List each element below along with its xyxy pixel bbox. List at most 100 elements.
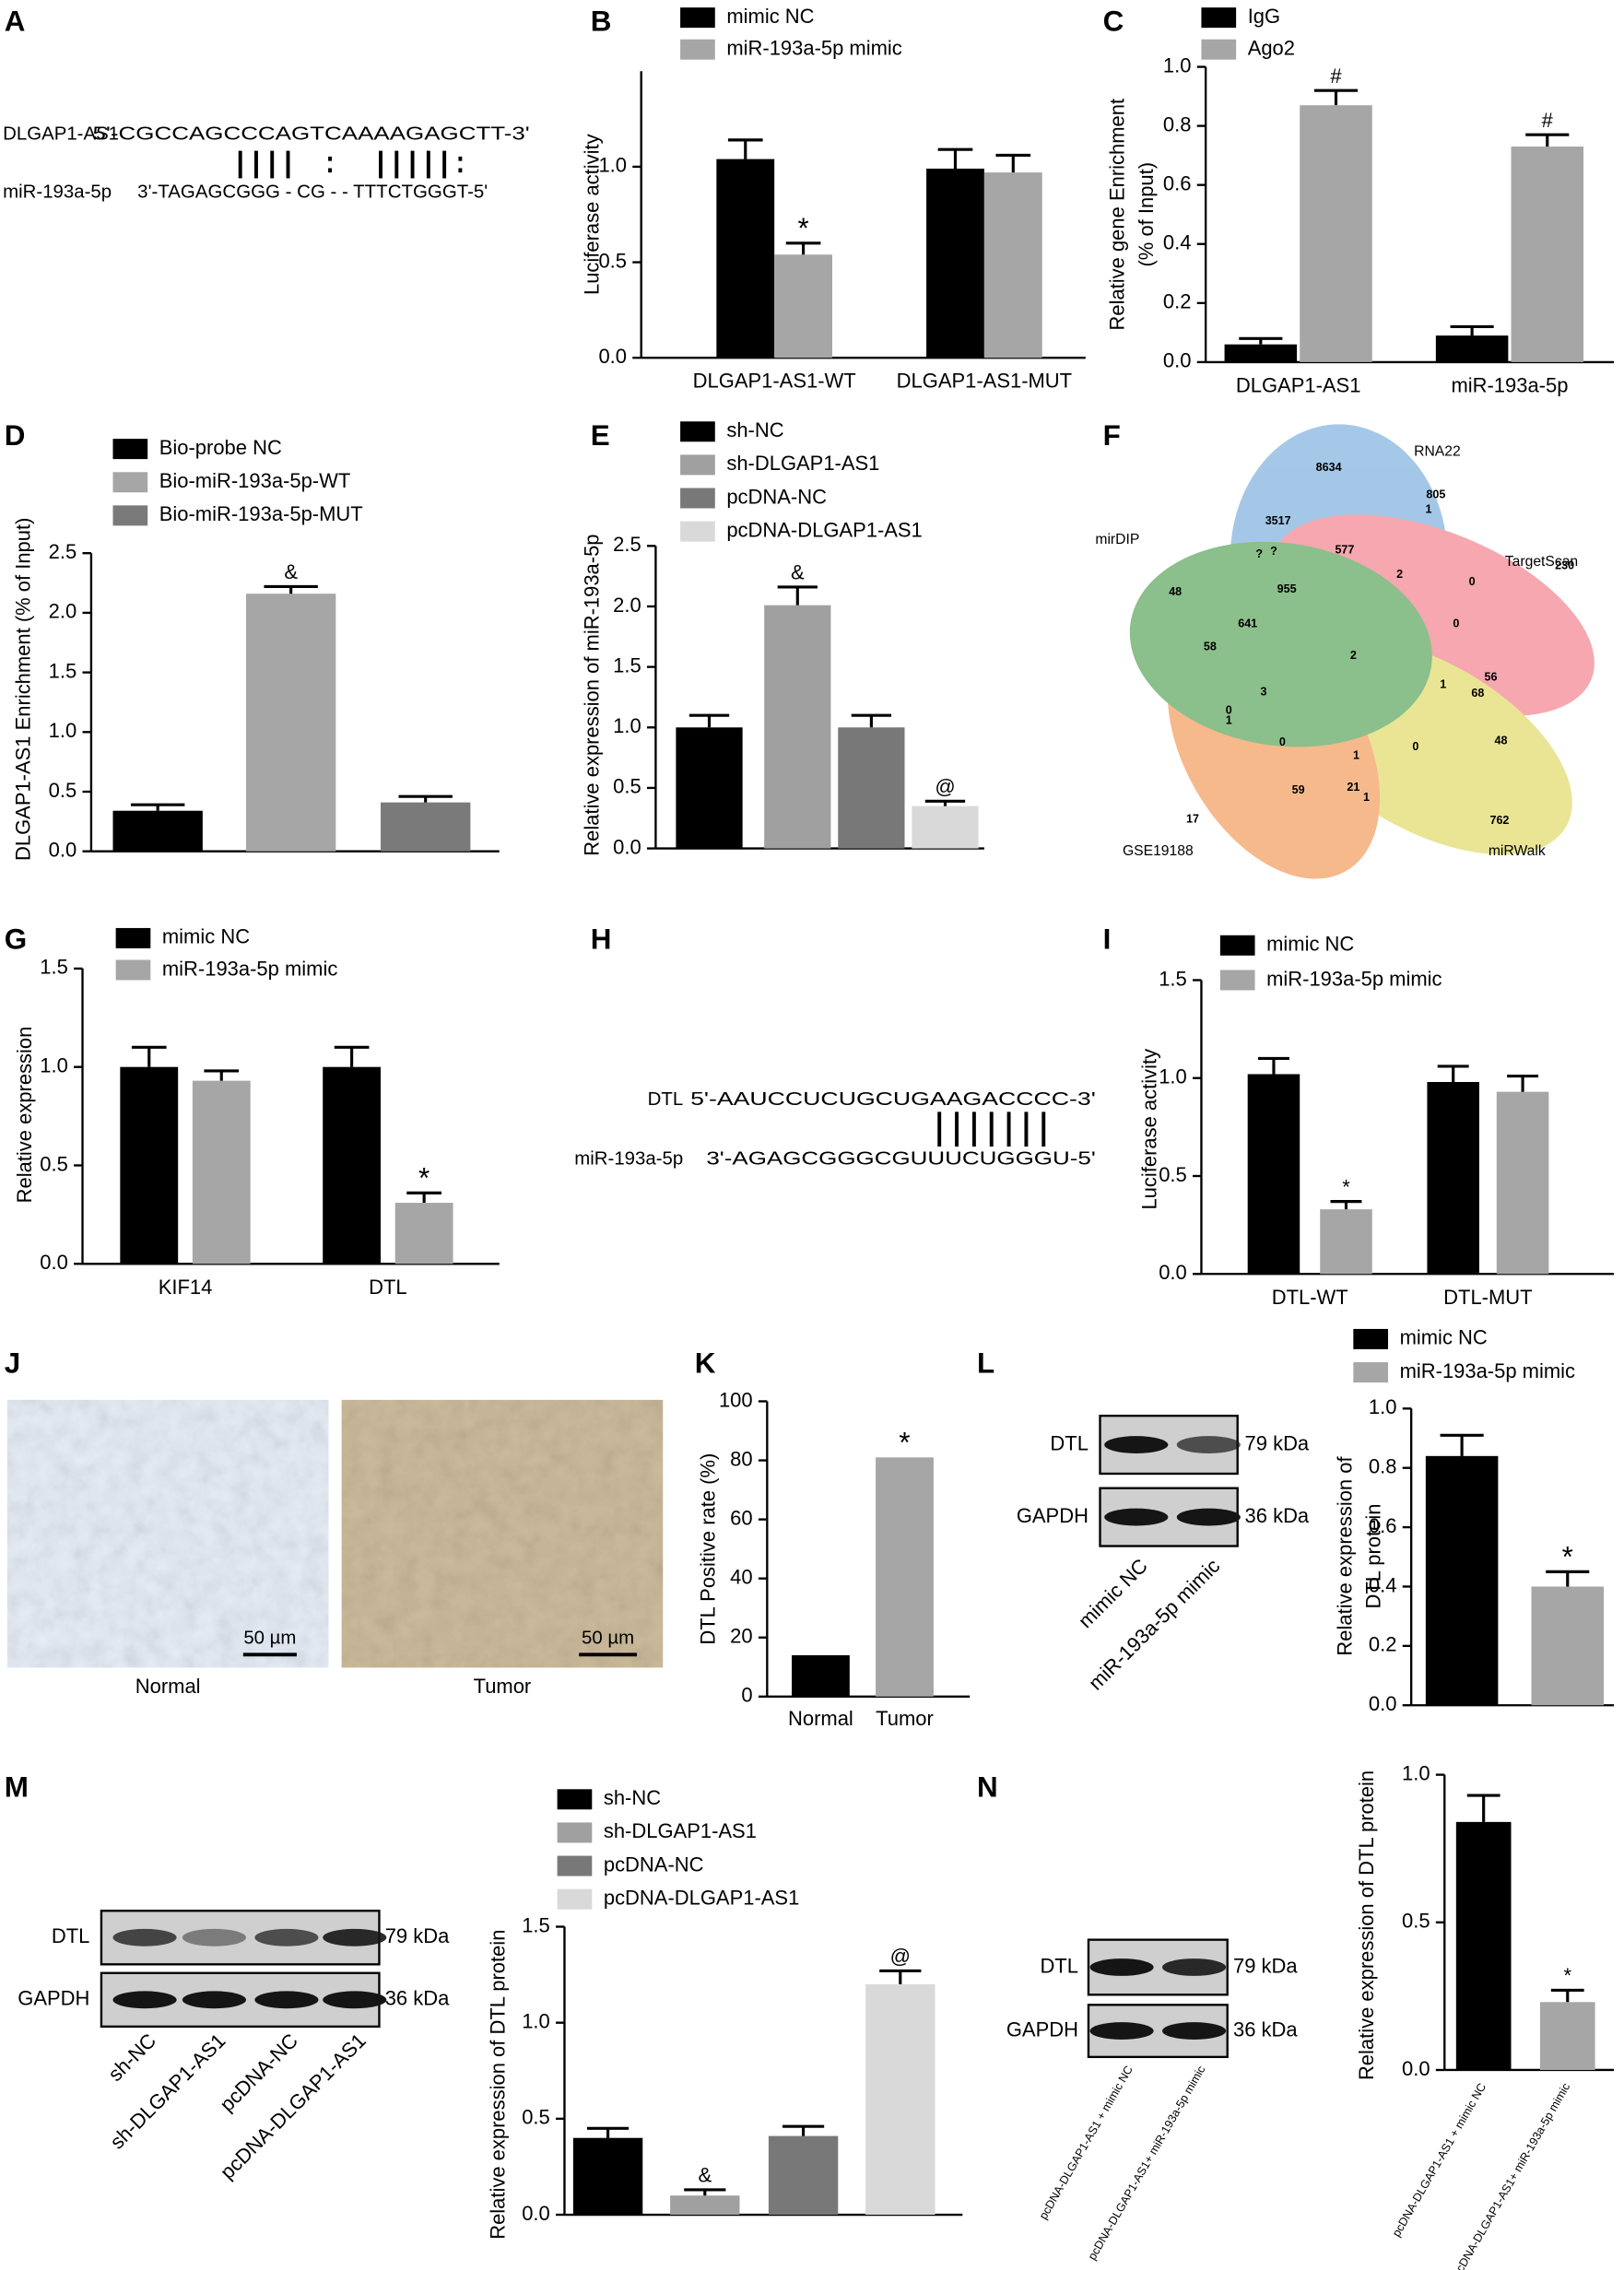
error-bar xyxy=(1450,324,1494,336)
venn-count: 0 xyxy=(1469,575,1476,588)
y-tick-label: 0.0 xyxy=(1163,349,1192,372)
legend-swatch xyxy=(1219,935,1255,956)
panel-letter: C xyxy=(1103,6,1124,38)
bar xyxy=(120,1066,179,1264)
y-tick-label: 0.0 xyxy=(598,345,627,368)
y-tick-label: 0.0 xyxy=(40,1251,68,1274)
legend-swatch xyxy=(1201,39,1237,60)
venn-count: 955 xyxy=(1277,582,1297,595)
significance-mark: * xyxy=(1342,1175,1350,1198)
significance-mark: @ xyxy=(890,1945,911,1968)
bar xyxy=(1425,1455,1499,1706)
bar xyxy=(670,2195,740,2216)
bar xyxy=(1531,1586,1605,1706)
venn-count: 230 xyxy=(1555,559,1574,572)
y-tick-label: 1.5 xyxy=(522,1913,550,1936)
blot-band xyxy=(1089,2022,1154,2041)
y-axis-label: Relative expression of DTL protein xyxy=(487,1930,510,2240)
sequence: 5'-AAUCCUCUGCUGAAGACCCC-3' xyxy=(690,1089,1096,1110)
y-tick-label: 1.5 xyxy=(40,956,68,979)
legend-label: miR-193a-5p mimic xyxy=(162,957,337,980)
venn-ellipse xyxy=(1129,541,1432,747)
sequence: 3'-TAGAGCGGG - CG - - TTTCTGGGT-5' xyxy=(137,182,488,203)
significance-mark: # xyxy=(1542,109,1554,132)
significance-mark: # xyxy=(1330,65,1342,88)
y-tick-label: 2.5 xyxy=(49,540,77,563)
y-tick-label: 0.5 xyxy=(1402,1910,1430,1933)
significance-mark: & xyxy=(698,2164,712,2187)
error-bar xyxy=(264,584,318,594)
legend-label: Bio-probe NC xyxy=(159,436,282,459)
sequence-name: DTL xyxy=(648,1089,684,1110)
legend-label: sh-NC xyxy=(604,1786,661,1809)
y-tick-label: 1.0 xyxy=(1402,1761,1430,1784)
legend-swatch xyxy=(112,472,148,493)
y-axis-label: Luciferase activity xyxy=(581,134,604,295)
bar xyxy=(912,806,979,849)
error-bar xyxy=(406,1191,441,1204)
pairing-h xyxy=(937,1111,1046,1147)
venn-count: 68 xyxy=(1471,687,1484,700)
bar xyxy=(926,168,984,359)
legend-swatch xyxy=(1219,970,1255,991)
y-tick-label: 0.0 xyxy=(1402,2057,1430,2080)
legend-swatch xyxy=(680,7,715,29)
error-bar xyxy=(851,713,892,728)
legend-label: sh-DLGAP1-AS1 xyxy=(726,452,879,475)
venn-count: 1 xyxy=(1353,748,1359,761)
y-tick-label: 0.0 xyxy=(1159,1261,1187,1284)
legend-label: sh-DLGAP1-AS1 xyxy=(604,1819,757,1842)
x-tick-label: pcDNA-DLGAP1-AS1 + mimic NC xyxy=(1390,2081,1489,2240)
y-tick-label: 1.0 xyxy=(1163,53,1192,76)
venn-count: 59 xyxy=(1292,783,1305,796)
legend-swatch xyxy=(557,1855,593,1876)
y-axis-label: DTL Positive rate (%) xyxy=(696,1453,719,1645)
error-bar xyxy=(1437,1064,1469,1082)
venn-count: 1 xyxy=(1226,714,1232,727)
error-bar xyxy=(688,713,730,728)
panel-letter: F xyxy=(1103,419,1121,452)
venn-count: 48 xyxy=(1495,735,1508,747)
venn-count: 1 xyxy=(1440,677,1446,690)
x-tick-label: DTL-MUT xyxy=(1443,1286,1532,1309)
y-tick-label: 0.5 xyxy=(598,249,627,272)
legend-swatch xyxy=(557,1888,593,1910)
blot-band xyxy=(1104,1436,1169,1453)
y-tick-label: 2.0 xyxy=(49,600,77,623)
y-tick-label: 0.6 xyxy=(1369,1514,1397,1537)
legend-swatch xyxy=(1353,1328,1389,1349)
blot-row-label: DTL xyxy=(1040,1954,1078,1977)
y-tick-label: 0.2 xyxy=(1163,290,1192,313)
legend-swatch xyxy=(115,959,151,981)
bar xyxy=(838,727,905,849)
y-tick-label: 1.0 xyxy=(613,714,641,737)
y-tick-label: 0.6 xyxy=(1163,171,1192,194)
error-bar xyxy=(1466,1794,1500,1822)
blot-band xyxy=(254,1928,319,1947)
scale-label: 50 µm xyxy=(582,1628,634,1648)
y-tick-label: 20 xyxy=(730,1625,752,1648)
x-tick-label: KIF14 xyxy=(159,1276,213,1299)
legend-label: IgG xyxy=(1248,5,1280,28)
pairing-a xyxy=(238,150,463,179)
y-axis-label: Relative gene Enrichment xyxy=(1106,99,1129,331)
venn-set-label: miRWalk xyxy=(1489,843,1546,859)
blot-band xyxy=(323,1991,387,2009)
venn-count: 56 xyxy=(1485,671,1498,684)
blot-row-label: GAPDH xyxy=(1006,2017,1078,2041)
venn-count: 577 xyxy=(1335,543,1354,556)
image-label: Normal xyxy=(135,1675,201,1698)
bar xyxy=(572,2137,643,2216)
venn-count: 48 xyxy=(1169,585,1182,598)
blot-band xyxy=(1104,1508,1169,1526)
bar xyxy=(876,1457,934,1697)
error-bar xyxy=(130,803,185,811)
panel-letter: G xyxy=(5,923,27,955)
error-bar xyxy=(684,2188,726,2196)
x-tick-label: Normal xyxy=(788,1707,853,1730)
error-bar xyxy=(879,1969,922,1985)
y-tick-label: 0.4 xyxy=(1369,1573,1397,1596)
y-tick-label: 1.0 xyxy=(49,719,77,742)
significance-mark: * xyxy=(899,1426,910,1458)
bar xyxy=(1320,1209,1372,1275)
